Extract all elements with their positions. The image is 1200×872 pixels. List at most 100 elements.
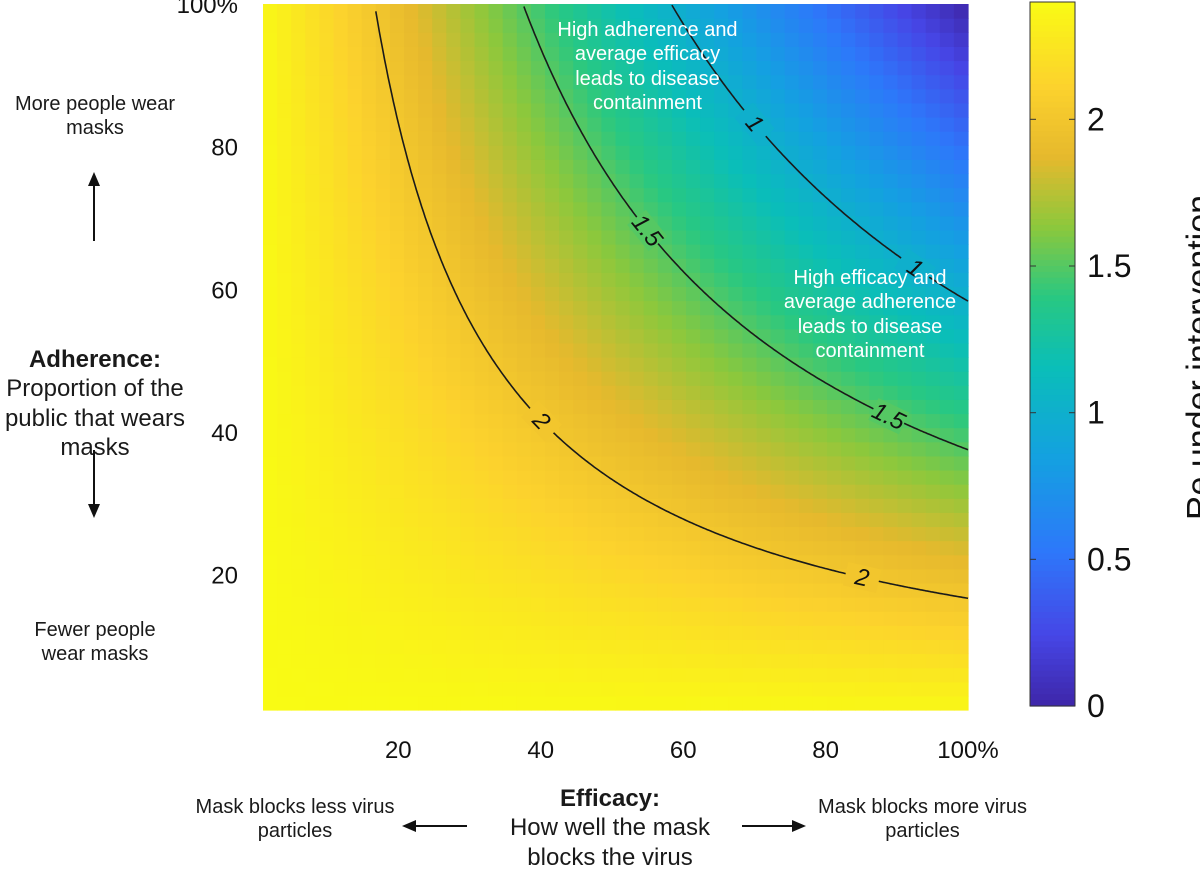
heatmap-cell	[742, 229, 758, 245]
heatmap-cell	[798, 201, 814, 217]
heatmap-cell	[714, 625, 729, 640]
heatmap-cell	[375, 582, 391, 598]
heatmap-cell	[657, 512, 673, 528]
heatmap-cell	[502, 258, 518, 273]
heatmap-cell	[333, 258, 349, 273]
heatmap-cell	[361, 498, 377, 513]
heatmap-cell	[319, 328, 335, 344]
heatmap-cell	[615, 639, 631, 655]
heatmap-cell	[432, 145, 447, 160]
heatmap-cell	[375, 568, 391, 584]
heatmap-cell	[418, 18, 433, 33]
heatmap-cell	[643, 667, 659, 683]
heatmap-cell	[601, 4, 617, 19]
heatmap-cell	[319, 653, 335, 669]
heatmap-cell	[911, 611, 927, 626]
heatmap-cell	[474, 32, 490, 47]
heatmap-cell	[587, 88, 602, 104]
colorbar-segment	[1030, 207, 1075, 214]
heatmap-cell	[812, 116, 828, 132]
heatmap-cell	[291, 441, 306, 457]
heatmap-cell	[629, 60, 645, 76]
heatmap-cell	[657, 88, 673, 104]
heatmap-cell	[770, 357, 786, 372]
heatmap-cell	[291, 173, 306, 189]
heatmap-cell	[615, 681, 631, 697]
heatmap-cell	[319, 357, 335, 372]
heatmap-cell	[728, 695, 743, 711]
heatmap-cell	[629, 427, 645, 443]
heatmap-cell	[643, 441, 659, 457]
heatmap-cell	[460, 554, 476, 570]
heatmap-cell	[305, 681, 320, 697]
heatmap-cell	[347, 328, 363, 344]
heatmap-cell	[784, 597, 800, 612]
heatmap-cell	[925, 328, 941, 344]
heatmap-cell	[812, 272, 828, 287]
colorbar-segment	[1030, 389, 1075, 396]
heatmap-cell	[573, 328, 588, 344]
heatmap-cell	[657, 695, 673, 711]
heatmap-cell	[263, 667, 278, 683]
heatmap-cell	[686, 18, 701, 33]
heatmap-cell	[474, 681, 490, 697]
heatmap-cell	[883, 342, 899, 358]
heatmap-cell	[488, 328, 504, 344]
heatmap-cell	[277, 244, 292, 259]
heatmap-cell	[615, 131, 631, 146]
heatmap-cell	[460, 399, 476, 415]
heatmap-cell	[742, 484, 758, 499]
heatmap-cell	[502, 695, 518, 711]
heatmap-cell	[319, 74, 335, 90]
heatmap-cell	[798, 159, 814, 175]
heatmap-cell	[671, 258, 687, 273]
heatmap-cell	[671, 300, 687, 316]
heatmap-cell	[587, 272, 602, 287]
heatmap-cell	[460, 385, 476, 400]
heatmap-cell	[502, 201, 518, 217]
heatmap-cell	[671, 653, 687, 669]
heatmap-cell	[319, 597, 335, 612]
heatmap-cell	[375, 498, 391, 513]
heatmap-cell	[347, 32, 363, 47]
heatmap-cell	[502, 667, 518, 683]
heatmap-cell	[798, 540, 814, 556]
heatmap-cell	[812, 60, 828, 76]
heatmap-cell	[488, 399, 504, 415]
contour-label-gap	[734, 102, 775, 145]
heatmap-cell	[573, 385, 588, 400]
heatmap-cell	[418, 173, 433, 189]
heatmap-cell	[700, 173, 715, 189]
heatmap-cell	[812, 625, 828, 640]
heatmap-cell	[516, 512, 532, 528]
heatmap-cell	[686, 611, 701, 626]
heatmap-cell	[333, 300, 349, 316]
heatmap-cell	[615, 102, 631, 118]
heatmap-cell	[389, 385, 405, 400]
heatmap-cell	[629, 469, 645, 485]
heatmap-cell	[869, 427, 884, 443]
heatmap-cell	[756, 469, 772, 485]
heatmap-cell	[643, 314, 659, 330]
heatmap-cell	[361, 244, 377, 259]
heatmap-cell	[375, 258, 391, 273]
heatmap-cell	[333, 582, 349, 598]
heatmap-cell	[827, 582, 842, 598]
heatmap-cell	[784, 455, 800, 471]
heatmap-cell	[516, 229, 532, 245]
heatmap-cell	[375, 399, 391, 415]
heatmap-cell	[629, 4, 645, 19]
heatmap-cell	[869, 441, 884, 457]
heatmap-cell	[770, 455, 786, 471]
heatmap-cell	[869, 625, 884, 640]
heatmap-cell	[587, 413, 602, 429]
heatmap-cell	[502, 244, 518, 259]
heatmap-cell	[418, 328, 433, 344]
heatmap-cell	[911, 173, 927, 189]
heatmap-cell	[418, 300, 433, 316]
heatmap-cell	[686, 399, 701, 415]
heatmap-cell	[530, 244, 546, 259]
heatmap-cell	[883, 201, 899, 217]
heatmap-cell	[404, 498, 419, 513]
heatmap-cell	[502, 88, 518, 104]
